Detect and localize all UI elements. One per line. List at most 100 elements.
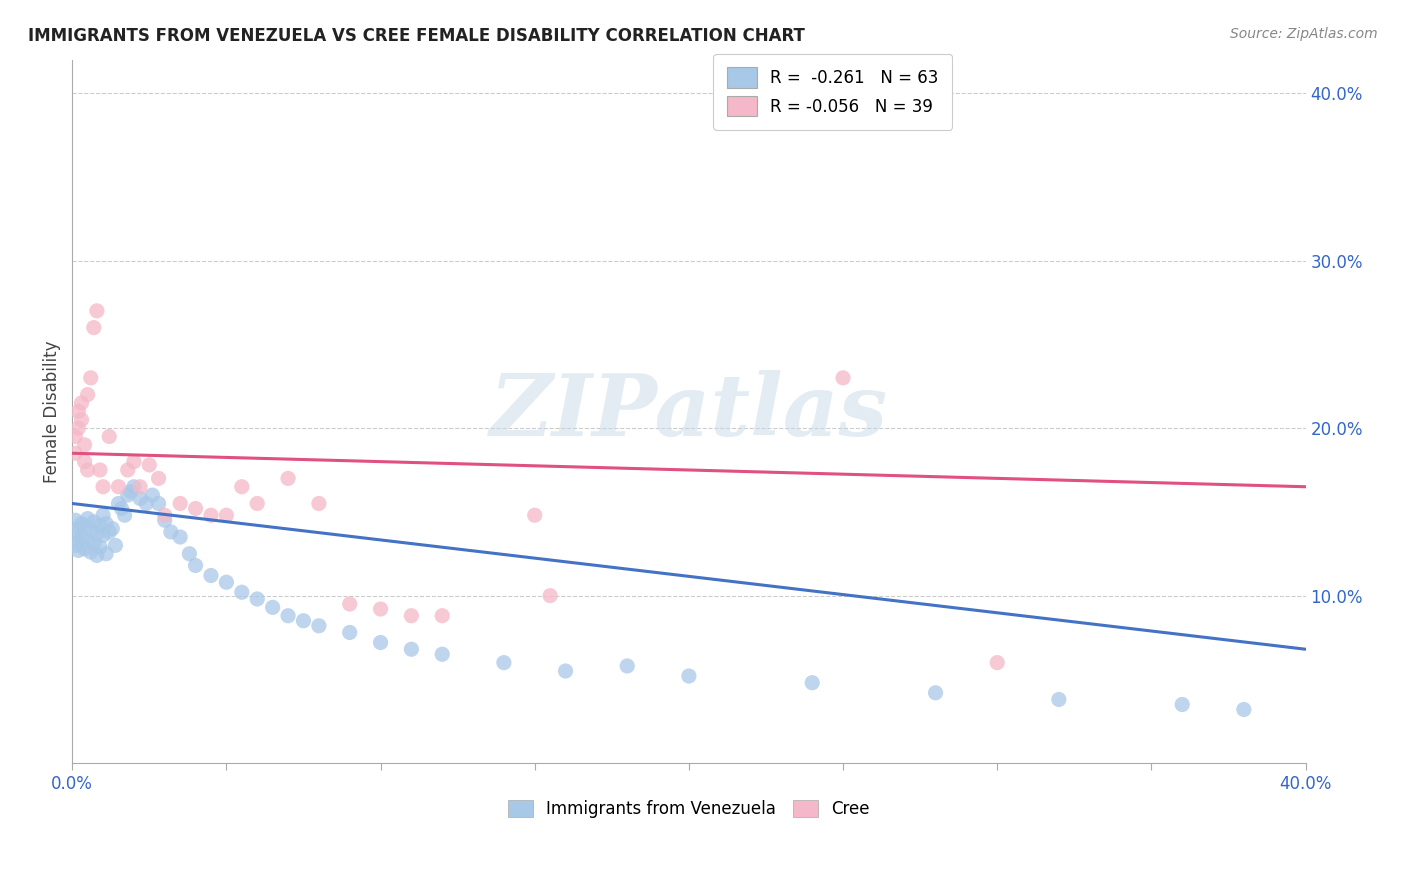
- Point: [94, 516, 117, 531]
- Point: [117, 463, 139, 477]
- Point: [153, 508, 176, 523]
- Point: [231, 480, 253, 494]
- Point: [73, 520, 96, 534]
- Point: [339, 625, 361, 640]
- Point: [65, 513, 87, 527]
- Point: [65, 429, 87, 443]
- Point: [94, 547, 117, 561]
- Point: [91, 508, 114, 523]
- Point: [492, 656, 515, 670]
- Point: [65, 538, 87, 552]
- Point: [169, 496, 191, 510]
- Point: [107, 496, 129, 510]
- Point: [135, 496, 157, 510]
- Point: [67, 421, 90, 435]
- Point: [98, 524, 121, 539]
- Point: [70, 396, 93, 410]
- Point: [308, 619, 330, 633]
- Point: [83, 537, 105, 551]
- Point: [91, 528, 114, 542]
- Point: [339, 597, 361, 611]
- Point: [554, 664, 576, 678]
- Point: [246, 591, 269, 606]
- Y-axis label: Female Disability: Female Disability: [44, 340, 60, 483]
- Point: [432, 647, 454, 661]
- Point: [117, 488, 139, 502]
- Point: [70, 516, 93, 531]
- Point: [523, 508, 546, 523]
- Point: [67, 543, 90, 558]
- Legend: Immigrants from Venezuela, Cree: Immigrants from Venezuela, Cree: [502, 794, 876, 825]
- Point: [832, 371, 855, 385]
- Point: [308, 496, 330, 510]
- Point: [215, 575, 238, 590]
- Point: [83, 515, 105, 529]
- Point: [538, 589, 561, 603]
- Point: [138, 458, 160, 472]
- Point: [73, 455, 96, 469]
- Point: [370, 602, 392, 616]
- Point: [141, 488, 163, 502]
- Point: [83, 320, 105, 334]
- Point: [80, 371, 103, 385]
- Point: [148, 471, 170, 485]
- Point: [215, 508, 238, 523]
- Point: [277, 608, 299, 623]
- Point: [160, 524, 183, 539]
- Point: [89, 518, 111, 533]
- Point: [67, 535, 90, 549]
- Point: [246, 496, 269, 510]
- Text: IMMIGRANTS FROM VENEZUELA VS CREE FEMALE DISABILITY CORRELATION CHART: IMMIGRANTS FROM VENEZUELA VS CREE FEMALE…: [28, 27, 806, 45]
- Point: [200, 568, 222, 582]
- Point: [73, 438, 96, 452]
- Point: [924, 686, 946, 700]
- Point: [73, 541, 96, 556]
- Point: [122, 455, 145, 469]
- Point: [129, 491, 152, 506]
- Point: [107, 480, 129, 494]
- Point: [67, 404, 90, 418]
- Point: [65, 446, 87, 460]
- Point: [262, 600, 284, 615]
- Point: [114, 508, 136, 523]
- Point: [101, 522, 124, 536]
- Point: [80, 545, 103, 559]
- Point: [169, 530, 191, 544]
- Point: [86, 303, 108, 318]
- Point: [231, 585, 253, 599]
- Point: [98, 429, 121, 443]
- Point: [1233, 702, 1256, 716]
- Point: [110, 501, 132, 516]
- Point: [184, 501, 207, 516]
- Point: [616, 659, 638, 673]
- Point: [76, 387, 98, 401]
- Point: [179, 547, 201, 561]
- Point: [86, 549, 108, 563]
- Point: [401, 608, 423, 623]
- Point: [120, 484, 142, 499]
- Point: [76, 463, 98, 477]
- Point: [184, 558, 207, 573]
- Point: [86, 526, 108, 541]
- Point: [76, 511, 98, 525]
- Point: [80, 524, 103, 538]
- Point: [65, 524, 87, 539]
- Point: [122, 480, 145, 494]
- Point: [129, 480, 152, 494]
- Point: [153, 513, 176, 527]
- Point: [678, 669, 700, 683]
- Point: [986, 656, 1008, 670]
- Point: [89, 540, 111, 554]
- Point: [1171, 698, 1194, 712]
- Point: [89, 463, 111, 477]
- Text: Source: ZipAtlas.com: Source: ZipAtlas.com: [1230, 27, 1378, 41]
- Point: [67, 522, 90, 536]
- Text: ZIPatlas: ZIPatlas: [489, 369, 889, 453]
- Point: [70, 413, 93, 427]
- Point: [148, 496, 170, 510]
- Point: [801, 675, 824, 690]
- Point: [401, 642, 423, 657]
- Point: [104, 538, 127, 552]
- Point: [432, 608, 454, 623]
- Point: [1047, 692, 1070, 706]
